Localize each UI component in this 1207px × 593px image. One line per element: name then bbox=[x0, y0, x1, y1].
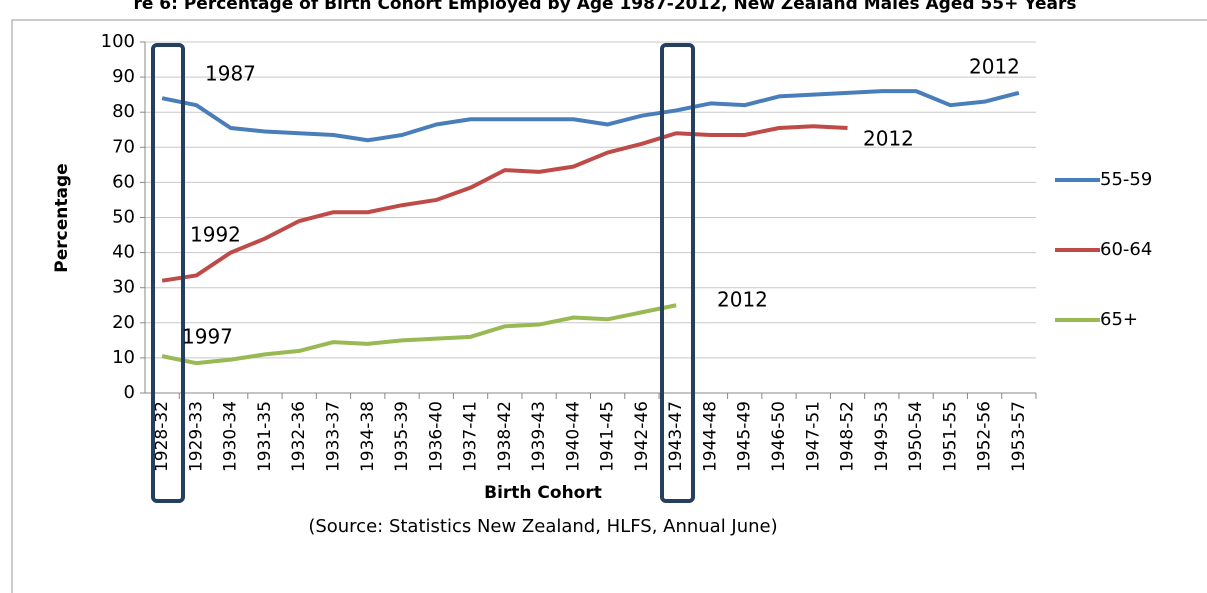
x-tick-label: 1940-44 bbox=[563, 401, 583, 472]
annotation: 2012 bbox=[717, 288, 768, 312]
x-tick-label: 1950-54 bbox=[906, 401, 926, 472]
x-tick-label: 1932-36 bbox=[289, 401, 309, 472]
y-axis-title: Percentage bbox=[52, 163, 72, 272]
highlight-box bbox=[151, 43, 185, 503]
x-tick-label: 1942-46 bbox=[632, 401, 652, 472]
x-axis-title: Birth Cohort bbox=[484, 483, 602, 503]
highlight-box bbox=[660, 43, 695, 503]
y-tick-label: 10 bbox=[112, 347, 135, 368]
x-tick-label: 1929-33 bbox=[186, 401, 206, 472]
legend-label: 65+ bbox=[1100, 309, 1138, 330]
x-tick-label: 1943-47 bbox=[666, 401, 686, 472]
chart-title: re 6: Percentage of Birth Cohort Employe… bbox=[133, 0, 1076, 14]
x-tick-label: 1938-42 bbox=[495, 401, 515, 472]
x-tick-label: 1939-43 bbox=[529, 401, 549, 472]
x-tick-label: 1941-45 bbox=[598, 401, 618, 472]
x-tick-label: 1947-51 bbox=[803, 401, 823, 472]
legend-label: 55-59 bbox=[1100, 169, 1152, 190]
x-tick-label: 1953-57 bbox=[1009, 401, 1029, 472]
x-tick-label: 1944-48 bbox=[700, 401, 720, 472]
legend-label: 60-64 bbox=[1100, 239, 1152, 260]
x-tick-label: 1931-35 bbox=[255, 401, 275, 472]
x-tick-label: 1928-32 bbox=[152, 401, 172, 472]
x-tick-label: 1945-49 bbox=[735, 401, 755, 472]
x-tick-label: 1936-40 bbox=[426, 401, 446, 472]
x-tick-label: 1937-41 bbox=[461, 401, 481, 472]
annotation: 2012 bbox=[863, 127, 914, 151]
x-tick-label: 1933-37 bbox=[323, 401, 343, 472]
y-tick-label: 80 bbox=[112, 101, 135, 122]
x-tick-label: 1948-52 bbox=[838, 401, 858, 472]
y-tick-label: 0 bbox=[124, 382, 135, 403]
y-tick-label: 90 bbox=[112, 66, 135, 87]
y-tick-label: 60 bbox=[112, 171, 135, 192]
y-tick-label: 20 bbox=[112, 312, 135, 333]
series-line bbox=[161, 124, 848, 283]
series-line bbox=[161, 303, 677, 366]
chart-frame bbox=[11, 19, 1207, 593]
y-tick-label: 30 bbox=[112, 277, 135, 298]
y-tick-label: 40 bbox=[112, 242, 135, 263]
annotation: 2012 bbox=[969, 55, 1020, 79]
y-tick-label: 70 bbox=[112, 136, 135, 157]
x-tick-label: 1930-34 bbox=[221, 401, 241, 472]
x-tick-label: 1935-39 bbox=[392, 401, 412, 472]
x-tick-label: 1951-55 bbox=[940, 401, 960, 472]
x-tick-label: 1946-50 bbox=[769, 401, 789, 472]
y-tick-label: 100 bbox=[101, 31, 135, 52]
x-tick-label: 1949-53 bbox=[872, 401, 892, 472]
annotation: 1997 bbox=[182, 325, 233, 349]
x-tick-label: 1934-38 bbox=[358, 401, 378, 472]
annotation: 1992 bbox=[190, 223, 241, 247]
x-tick-label: 1952-56 bbox=[975, 401, 995, 472]
source-note: (Source: Statistics New Zealand, HLFS, A… bbox=[308, 516, 777, 537]
series-line bbox=[161, 89, 1020, 143]
annotation: 1987 bbox=[205, 62, 256, 86]
y-tick-label: 50 bbox=[112, 207, 135, 228]
